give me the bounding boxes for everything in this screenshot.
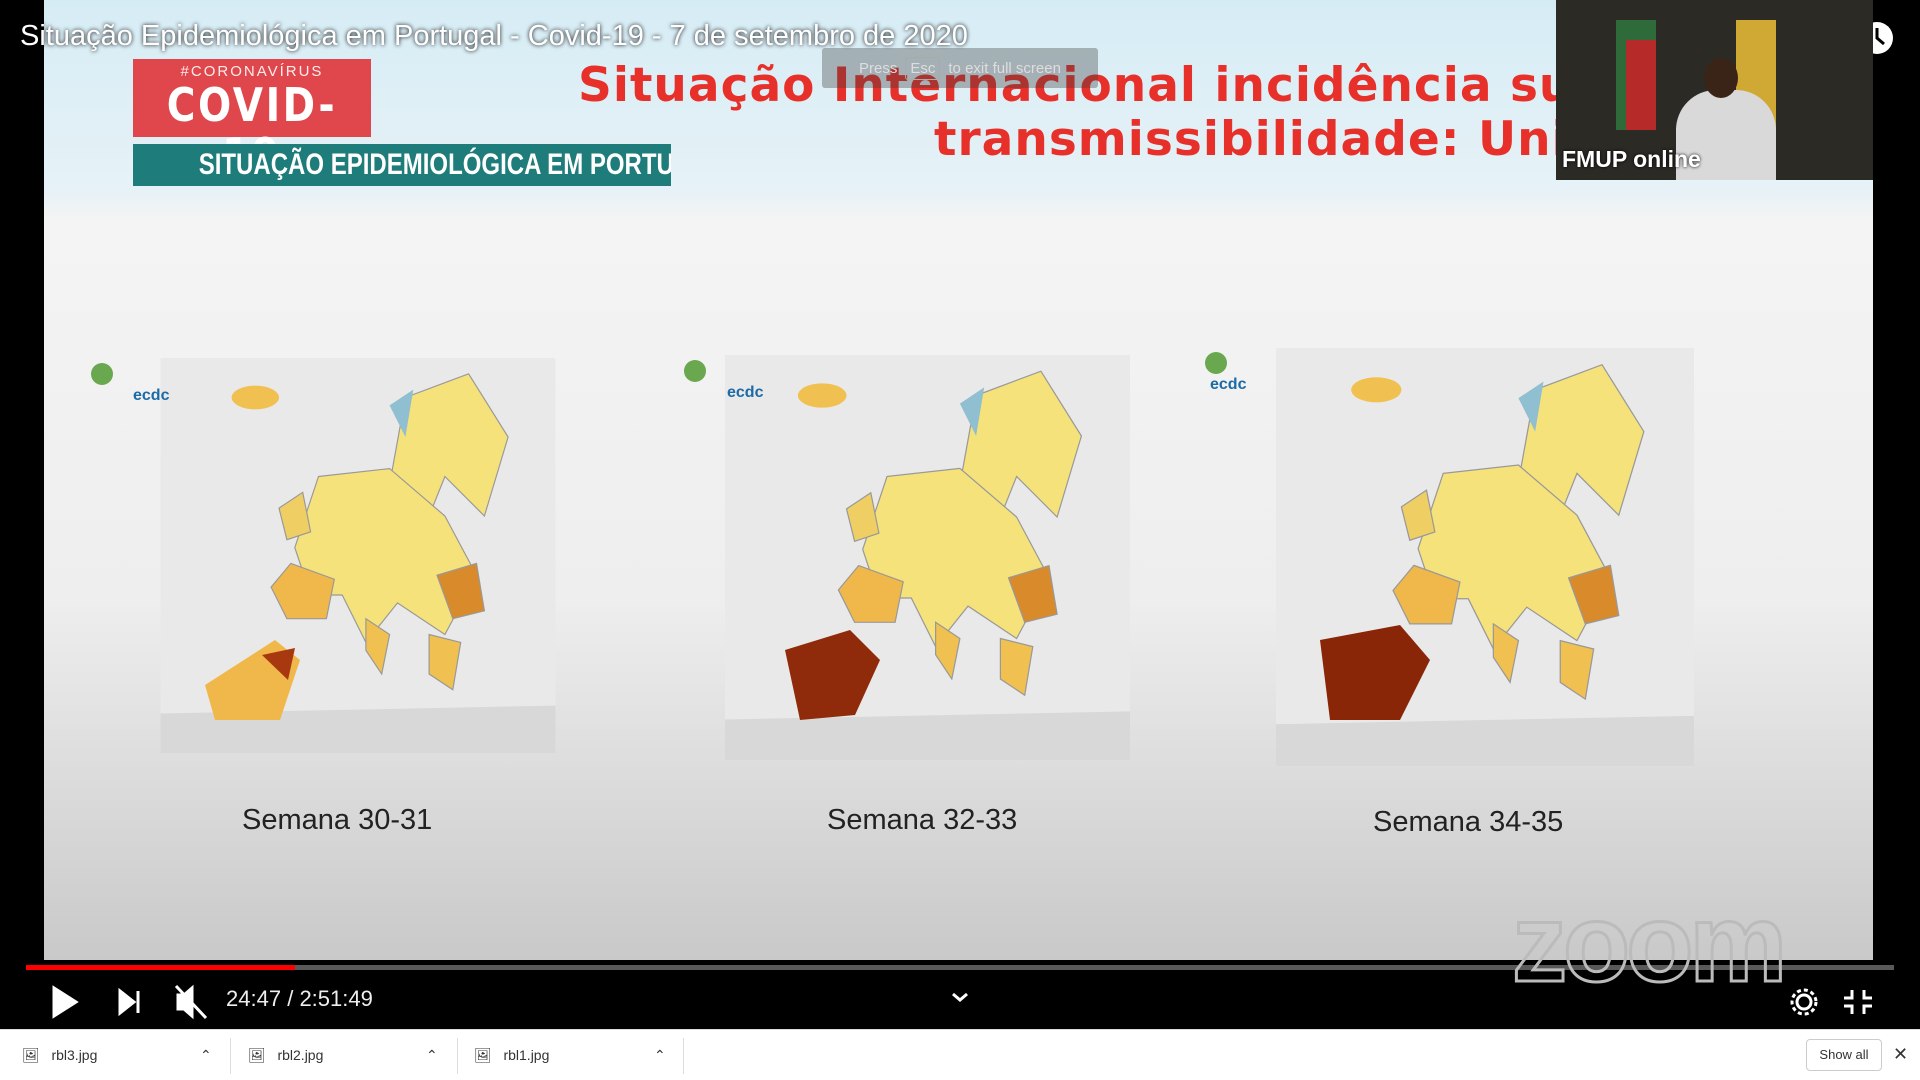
download-item[interactable]: 🖼 rbl3.jpg ⌃	[22, 1047, 212, 1063]
map-logo: ecdc	[133, 387, 170, 404]
hint-key: Esc	[905, 56, 941, 80]
subtitle-box: SITUAÇÃO EPIDEMIOLÓGICA EM PORTUGAL	[133, 144, 671, 186]
hint-text: Press	[859, 59, 898, 77]
hint-text: to exit full screen	[948, 59, 1061, 77]
hashtag: #CORONAVÍRUS	[180, 63, 324, 80]
file-name: rbl3.jpg	[51, 1047, 98, 1063]
heading-line: Situação Internacional incidência sub-	[578, 58, 1629, 113]
player-icons	[52, 984, 1872, 1020]
video-title: Situação Epidemiológica em Portugal - Co…	[20, 20, 968, 52]
webcam-label: FMUP online	[1562, 146, 1701, 172]
map-panel	[725, 355, 1130, 760]
download-item[interactable]: 🖼 rbl1.jpg ⌃	[474, 1047, 666, 1063]
fullscreen-hint: Press Esc to exit full screen	[822, 48, 1098, 88]
subtitle: SITUAÇÃO EPIDEMIOLÓGICA EM PORTUGAL	[198, 148, 671, 181]
close-bar[interactable]: ✕	[1893, 1044, 1909, 1064]
map-caption: Semana 30-31	[242, 804, 433, 836]
webcam	[1556, 0, 1873, 180]
map-panel	[161, 358, 556, 753]
duration: 2:51:49	[299, 986, 373, 1011]
map-logo: ecdc	[727, 384, 764, 401]
map-caption: Semana 32-33	[827, 804, 1018, 836]
file-name: rbl1.jpg	[503, 1047, 550, 1063]
time-separator: /	[287, 986, 294, 1011]
file-name: rbl2.jpg	[277, 1047, 324, 1063]
heading-line: transmissibilidade: Uniã	[934, 112, 1602, 167]
map-caption: Semana 34-35	[1373, 806, 1564, 838]
progress-bar	[26, 965, 295, 970]
download-bar	[0, 1029, 1920, 1080]
map-panel	[1276, 348, 1694, 766]
download-item[interactable]: 🖼 rbl2.jpg ⌃	[248, 1047, 438, 1063]
ecdc-logo-icons	[91, 352, 1227, 385]
show-all-button[interactable]: Show all	[1806, 1039, 1882, 1071]
current-time: 24:47	[226, 986, 282, 1011]
progress-track[interactable]	[26, 965, 1894, 970]
map-logo: ecdc	[1210, 376, 1247, 393]
time-display: 24:47 / 2:51:49	[226, 986, 373, 1012]
zoom-watermark: zoom	[1510, 881, 1788, 1007]
